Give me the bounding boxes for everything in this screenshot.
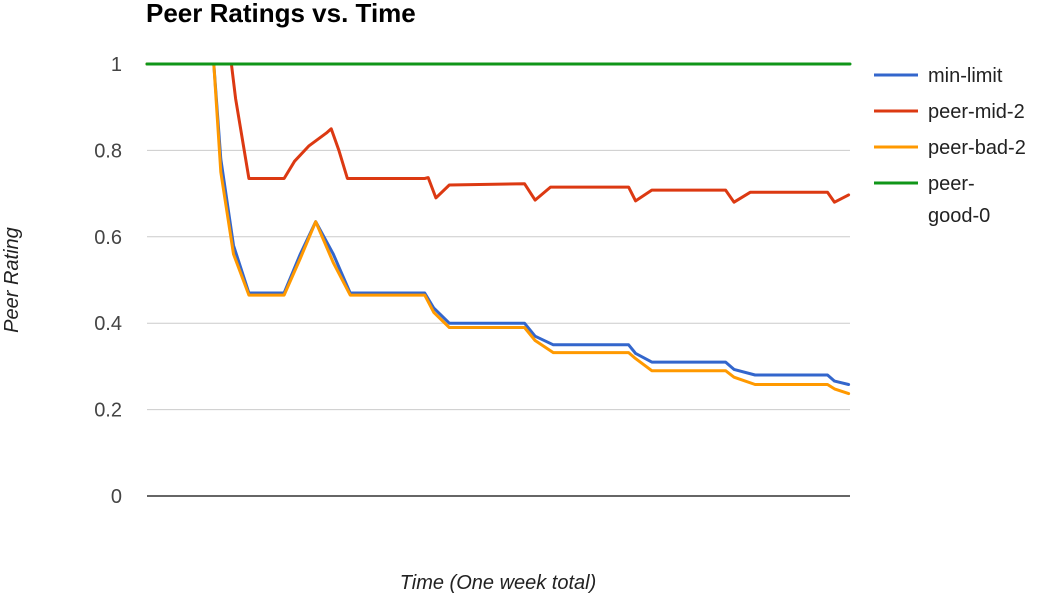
legend-label: min-limit xyxy=(928,65,1003,87)
y-tick-label: 1 xyxy=(111,54,122,76)
legend-label: peer-bad-2 xyxy=(928,137,1026,159)
legend-label: peer- xyxy=(928,173,975,195)
legend-item-peer-mid-2: peer-mid-2 xyxy=(874,101,1025,123)
y-tick-label: 0 xyxy=(111,486,122,508)
axes: 0 0.2 0.4 0.6 0.8 1 xyxy=(94,54,850,508)
series-line-peer-mid-2 xyxy=(145,62,851,204)
chart-title: Peer Ratings vs. Time xyxy=(146,0,416,28)
y-tick-label: 0.8 xyxy=(94,140,122,162)
legend-item-min-limit: min-limit xyxy=(874,65,1003,87)
legend: min-limit peer-mid-2 peer-bad-2 peer-good-0 xyxy=(874,65,1026,227)
legend-label: good-0 xyxy=(928,205,990,227)
series-line-min-limit xyxy=(145,62,851,386)
gridlines xyxy=(147,63,850,411)
series-lines xyxy=(145,62,852,396)
legend-item-peer-good-0: peer-good-0 xyxy=(874,173,990,227)
x-axis-title: Time (One week total) xyxy=(400,572,597,594)
legend-label: peer-mid-2 xyxy=(928,101,1025,123)
y-tick-label: 0.6 xyxy=(94,227,122,249)
y-tick-label: 0.4 xyxy=(94,313,122,335)
legend-item-peer-bad-2: peer-bad-2 xyxy=(874,137,1026,159)
y-axis-title: Peer Rating xyxy=(1,227,23,333)
y-tick-label: 0.2 xyxy=(94,400,122,422)
series-line-peer-bad-2 xyxy=(145,62,851,396)
